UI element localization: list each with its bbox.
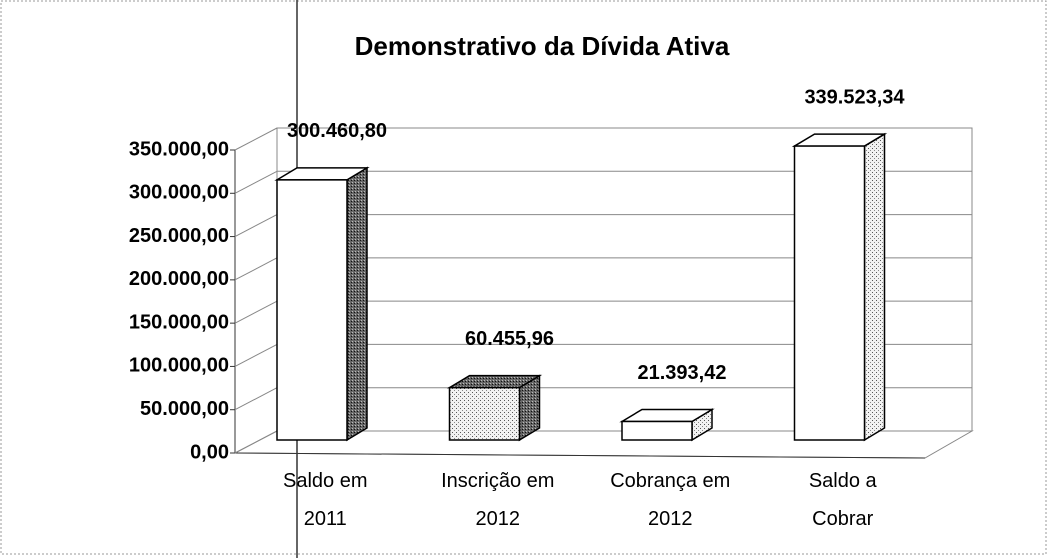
chart-title: Demonstrativo da Dívida Ativa (355, 31, 730, 61)
y-tick-label: 200.000,00 (129, 268, 229, 290)
y-tick-label: 100.000,00 (129, 355, 229, 377)
y-tick-label: 350.000,00 (129, 138, 229, 160)
grid-line (234, 343, 278, 367)
y-tick-label: 250.000,00 (129, 225, 229, 247)
x-axis (234, 452, 926, 459)
bar (621, 420, 693, 441)
x-tick-label: Inscrição em 2012 (441, 470, 554, 530)
bar-side (346, 166, 368, 442)
grid-line (234, 214, 278, 238)
value-label: 300.460,80 (287, 120, 387, 142)
grid-line (234, 430, 278, 454)
y-tick-label: 300.000,00 (129, 182, 229, 204)
bar (448, 386, 521, 441)
value-label: 60.455,96 (465, 328, 554, 350)
x-tick-label: Cobrança em 2012 (610, 470, 730, 530)
grid-line (234, 257, 278, 281)
grid-line (234, 387, 278, 411)
grid-line (234, 127, 278, 151)
bar (276, 179, 348, 441)
value-label: 21.393,42 (638, 362, 727, 384)
grid-line (234, 170, 278, 194)
y-tick-label: 0,00 (190, 441, 229, 463)
grid-line (234, 300, 278, 324)
x-tick-label: Saldo a Cobrar (809, 470, 878, 530)
bar-side (863, 132, 886, 442)
bar (793, 145, 866, 441)
x-tick-label: Saldo em 2011 (283, 470, 368, 530)
value-label: 339.523,34 (804, 86, 905, 108)
y-tick-label: 150.000,00 (129, 311, 229, 333)
y-tick-label: 50.000,00 (140, 398, 229, 420)
